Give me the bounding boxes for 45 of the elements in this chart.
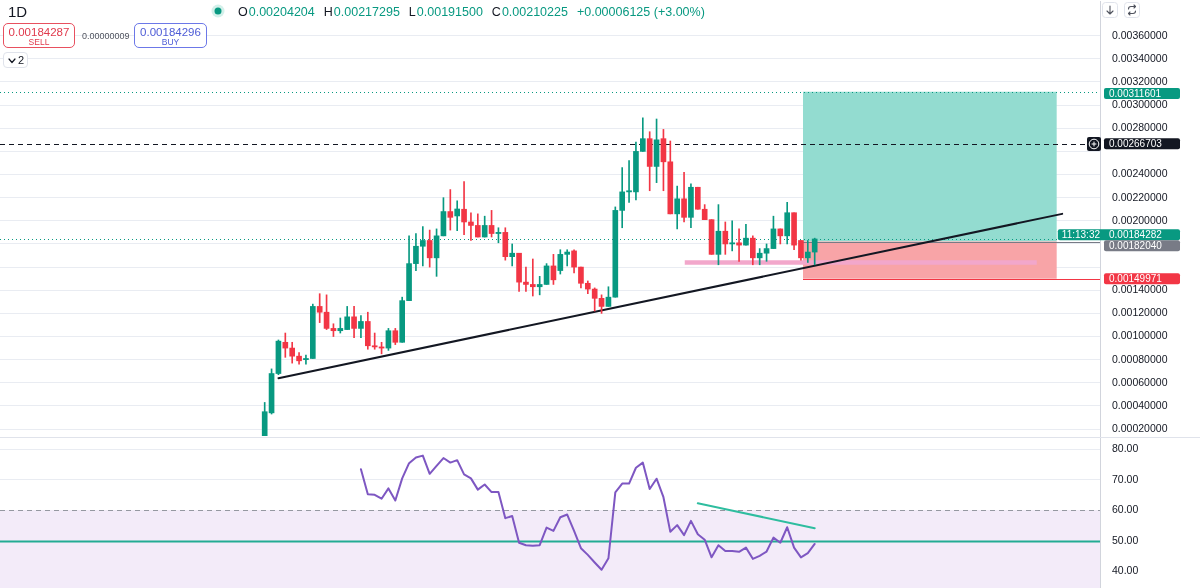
y-tick-label: 0.00320000 xyxy=(1112,74,1168,87)
y-tick-label: 0.00040000 xyxy=(1112,398,1168,411)
annotation: +0.00006125 (+3.00%) xyxy=(576,5,705,19)
annotation: 0.00184296 xyxy=(139,26,202,38)
y-tick-label: 0.00280000 xyxy=(1112,121,1168,134)
annotation: L xyxy=(408,5,416,19)
ref-line-label: 0.00266703 xyxy=(1109,137,1163,149)
y-tick-label: 0.00200000 xyxy=(1112,213,1168,226)
y-tick-label: 80.00 xyxy=(1112,442,1139,455)
chevron-button: 2 xyxy=(3,52,28,68)
annotation: BUY xyxy=(160,37,181,47)
y-tick-label: 0.00060000 xyxy=(1112,375,1168,388)
annotation: H xyxy=(323,5,333,19)
annotation: 2 xyxy=(18,54,25,66)
y-tick-label: 0.00080000 xyxy=(1112,352,1168,365)
y-tick-label: 70.00 xyxy=(1112,472,1139,485)
y-tick-label: 0.00120000 xyxy=(1112,306,1168,319)
chart-title: 1D xyxy=(8,3,28,20)
annotation: 0.00000009 xyxy=(82,31,130,41)
y-tick-label: 0.00020000 xyxy=(1112,421,1168,434)
annotation: 0.00210225 xyxy=(501,5,568,19)
y-tick-label: 0.00220000 xyxy=(1112,190,1168,203)
annotation: 11:13:32 xyxy=(1061,229,1101,241)
ref-line-label: 0.00184282 xyxy=(1109,229,1163,241)
annotation: O xyxy=(238,5,248,19)
y-tick-label: 0.00240000 xyxy=(1112,167,1168,180)
y-tick-label: 0.00140000 xyxy=(1112,283,1168,296)
y-tick-label: 0.00340000 xyxy=(1112,51,1168,64)
annotation: C xyxy=(491,5,501,19)
ref-line-label: 0.00182040 xyxy=(1109,240,1163,252)
annotation: 0.00191500 xyxy=(416,5,483,19)
ref-line-label: 0.00311601 xyxy=(1109,87,1162,99)
annotation: 0.00217295 xyxy=(333,5,400,19)
annotation: SELL xyxy=(27,37,51,47)
y-tick-label: 0.00360000 xyxy=(1112,28,1168,41)
ref-line-label: 0.00149971 xyxy=(1109,272,1163,284)
y-tick-label: 60.00 xyxy=(1112,503,1139,516)
y-tick-label: 0.00100000 xyxy=(1112,329,1168,342)
sell-button: 0.00184287 SELL xyxy=(3,23,75,48)
annotation: 0.00184287 xyxy=(7,26,71,38)
annotation: 0.00204204 xyxy=(248,5,315,19)
y-tick-label: 50.00 xyxy=(1112,533,1139,546)
y-tick-label: 40.00 xyxy=(1112,563,1139,576)
buy-button: 0.00184296 BUY xyxy=(134,23,207,48)
y-tick-label: 0.00300000 xyxy=(1112,98,1168,111)
